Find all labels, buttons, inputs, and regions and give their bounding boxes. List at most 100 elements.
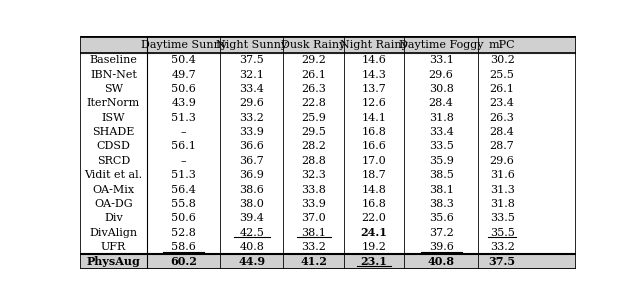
Text: UFR: UFR (101, 242, 126, 252)
Text: 14.6: 14.6 (362, 55, 387, 65)
Text: 50.6: 50.6 (172, 84, 196, 94)
Text: 37.0: 37.0 (301, 214, 326, 223)
Text: 56.1: 56.1 (172, 142, 196, 152)
Text: 33.9: 33.9 (239, 127, 264, 137)
Text: SHADE: SHADE (92, 127, 134, 137)
Text: 40.8: 40.8 (428, 256, 454, 267)
Text: 26.1: 26.1 (301, 69, 326, 79)
Text: SRCD: SRCD (97, 156, 130, 166)
Text: 28.8: 28.8 (301, 156, 326, 166)
Text: 35.5: 35.5 (490, 228, 515, 238)
Text: 18.7: 18.7 (362, 170, 387, 180)
Text: 50.6: 50.6 (172, 214, 196, 223)
Text: 24.1: 24.1 (361, 227, 388, 238)
Text: 13.7: 13.7 (362, 84, 387, 94)
Text: 35.9: 35.9 (429, 156, 454, 166)
Text: Night Rainy: Night Rainy (340, 40, 408, 50)
Text: PhysAug: PhysAug (86, 256, 140, 267)
Text: 14.8: 14.8 (362, 185, 387, 195)
Bar (80, 254, 576, 269)
Text: 37.5: 37.5 (488, 256, 516, 267)
Text: Dusk Rainy: Dusk Rainy (282, 40, 346, 50)
Text: OA-DG: OA-DG (94, 199, 132, 209)
Text: Night Sunny: Night Sunny (216, 40, 287, 50)
Text: 32.1: 32.1 (239, 69, 264, 79)
Text: SW: SW (104, 84, 123, 94)
Text: OA-Mix: OA-Mix (92, 185, 134, 195)
Text: 35.6: 35.6 (429, 214, 454, 223)
Text: 29.6: 29.6 (490, 156, 515, 166)
Text: 33.4: 33.4 (429, 127, 454, 137)
Text: 12.6: 12.6 (362, 98, 387, 108)
Text: 17.0: 17.0 (362, 156, 387, 166)
Text: 31.3: 31.3 (490, 185, 515, 195)
Text: 31.6: 31.6 (490, 170, 515, 180)
Text: 42.5: 42.5 (239, 228, 264, 238)
Text: IterNorm: IterNorm (87, 98, 140, 108)
Text: ISW: ISW (102, 113, 125, 123)
Text: IBN-Net: IBN-Net (90, 69, 137, 79)
Text: 23.1: 23.1 (361, 256, 388, 267)
Text: 38.1: 38.1 (429, 185, 454, 195)
Text: 26.3: 26.3 (490, 113, 515, 123)
Text: –: – (181, 127, 186, 137)
Text: 36.7: 36.7 (239, 156, 264, 166)
Text: 55.8: 55.8 (172, 199, 196, 209)
Text: 25.9: 25.9 (301, 113, 326, 123)
Text: 22.8: 22.8 (301, 98, 326, 108)
Text: 28.2: 28.2 (301, 142, 326, 152)
Text: 33.2: 33.2 (490, 242, 515, 252)
Text: 30.8: 30.8 (429, 84, 454, 94)
Text: 28.4: 28.4 (429, 98, 454, 108)
Text: 50.4: 50.4 (172, 55, 196, 65)
Text: 51.3: 51.3 (172, 170, 196, 180)
Text: 38.1: 38.1 (301, 228, 326, 238)
Text: 38.0: 38.0 (239, 199, 264, 209)
Text: 38.5: 38.5 (429, 170, 454, 180)
Bar (80, 36, 576, 53)
Text: 33.5: 33.5 (490, 214, 515, 223)
Text: 38.6: 38.6 (239, 185, 264, 195)
Text: 33.2: 33.2 (239, 113, 264, 123)
Text: 44.9: 44.9 (238, 256, 266, 267)
Text: 25.5: 25.5 (490, 69, 515, 79)
Text: 14.1: 14.1 (362, 113, 387, 123)
Text: 39.4: 39.4 (239, 214, 264, 223)
Text: 31.8: 31.8 (490, 199, 515, 209)
Text: 58.6: 58.6 (172, 242, 196, 252)
Text: 39.6: 39.6 (429, 242, 454, 252)
Text: 19.2: 19.2 (362, 242, 387, 252)
Text: 51.3: 51.3 (172, 113, 196, 123)
Text: 30.2: 30.2 (490, 55, 515, 65)
Text: 41.2: 41.2 (300, 256, 327, 267)
Text: 14.3: 14.3 (362, 69, 387, 79)
Text: 33.5: 33.5 (429, 142, 454, 152)
Text: 29.6: 29.6 (429, 69, 454, 79)
Text: 33.1: 33.1 (429, 55, 454, 65)
Text: 31.8: 31.8 (429, 113, 454, 123)
Text: 32.3: 32.3 (301, 170, 326, 180)
Text: 38.3: 38.3 (429, 199, 454, 209)
Text: 49.7: 49.7 (172, 69, 196, 79)
Text: 36.6: 36.6 (239, 142, 264, 152)
Text: 36.9: 36.9 (239, 170, 264, 180)
Text: 37.2: 37.2 (429, 228, 454, 238)
Text: Vidit et al.: Vidit et al. (84, 170, 143, 180)
Text: 28.4: 28.4 (490, 127, 515, 137)
Text: 33.8: 33.8 (301, 185, 326, 195)
Text: 29.6: 29.6 (239, 98, 264, 108)
Text: 33.9: 33.9 (301, 199, 326, 209)
Text: 60.2: 60.2 (170, 256, 197, 267)
Text: CDSD: CDSD (97, 142, 131, 152)
Text: 16.6: 16.6 (362, 142, 387, 152)
Text: mPC: mPC (489, 40, 515, 50)
Text: Daytime Foggy: Daytime Foggy (399, 40, 483, 50)
Text: Div: Div (104, 214, 123, 223)
Text: 40.8: 40.8 (239, 242, 264, 252)
Text: 26.3: 26.3 (301, 84, 326, 94)
Text: –: – (181, 156, 186, 166)
Text: DivAlign: DivAlign (90, 228, 138, 238)
Text: 29.5: 29.5 (301, 127, 326, 137)
Text: 52.8: 52.8 (172, 228, 196, 238)
Text: 16.8: 16.8 (362, 127, 387, 137)
